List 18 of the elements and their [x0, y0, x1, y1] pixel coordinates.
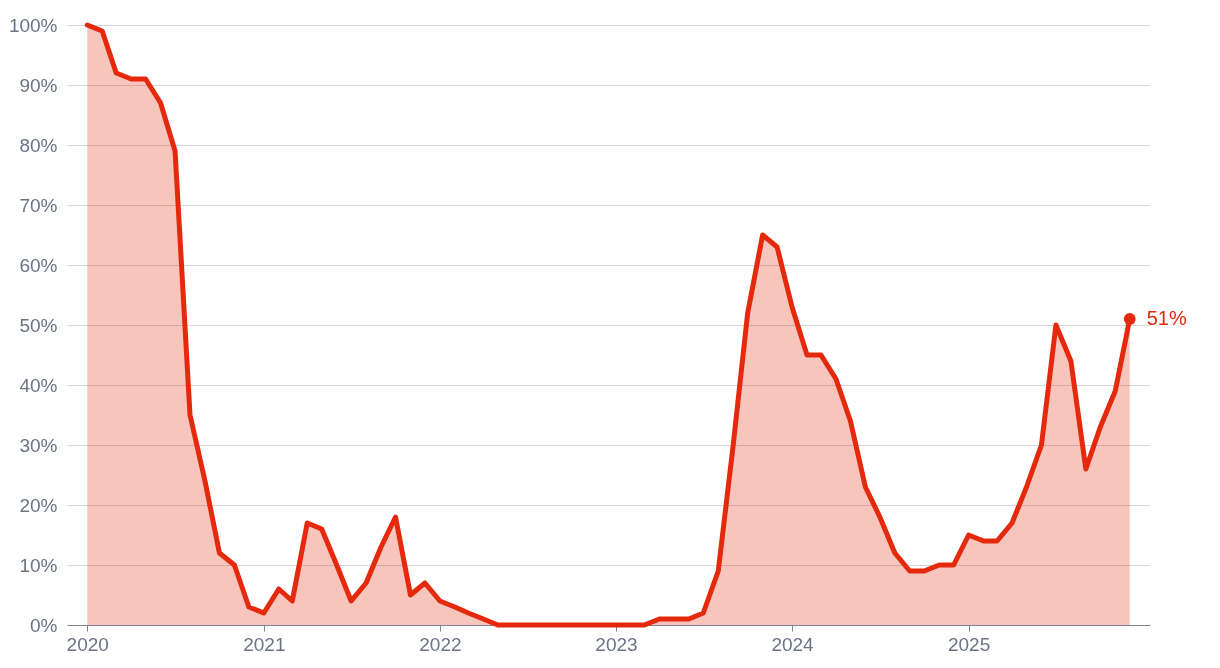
y-tick-label: 50% — [19, 314, 58, 336]
x-tick-label: 2022 — [419, 633, 462, 655]
x-tick-label: 2021 — [243, 633, 286, 655]
y-tick-label: 70% — [19, 194, 58, 216]
y-tick-label: 60% — [19, 254, 58, 276]
y-tick-label: 100% — [8, 14, 58, 36]
y-tick-label: 80% — [19, 134, 58, 156]
y-tick-label: 30% — [19, 434, 58, 456]
y-tick-label: 20% — [19, 494, 58, 516]
x-tick-label: 2024 — [771, 633, 815, 655]
y-tick-label: 10% — [19, 554, 58, 576]
y-tick-label: 0% — [30, 614, 58, 636]
y-tick-label: 90% — [19, 74, 58, 96]
x-tick-label: 2023 — [595, 633, 638, 655]
x-tick-label: 2025 — [947, 633, 991, 655]
annotation: 51% — [1146, 307, 1187, 329]
x-tick-label: 2020 — [66, 633, 109, 655]
y-tick-label: 40% — [19, 374, 58, 396]
